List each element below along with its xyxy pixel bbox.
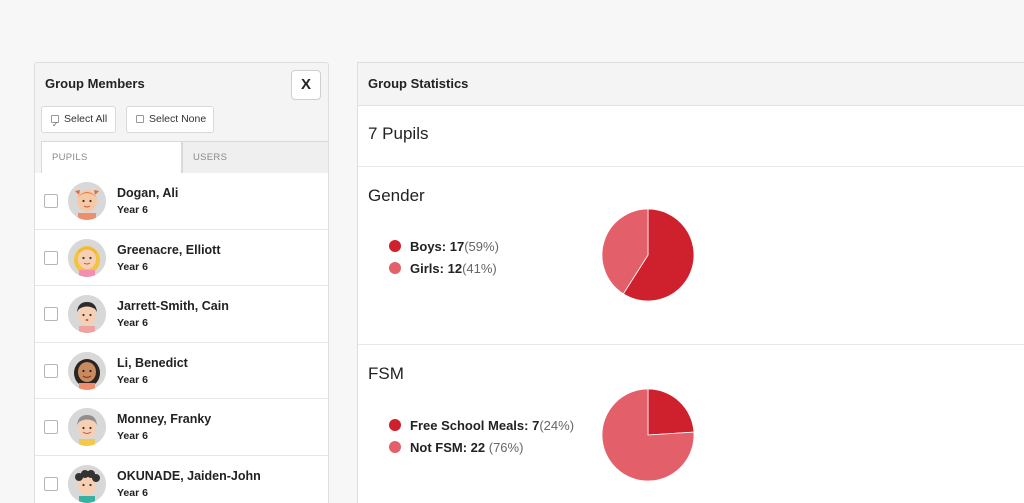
- group-statistics-panel: Group Statistics 7 Pupils Gender Boys: 1…: [357, 62, 1024, 503]
- legend-value: 22: [470, 440, 486, 455]
- legend-label: Boys:: [410, 239, 447, 254]
- member-checkbox[interactable]: [44, 307, 58, 321]
- member-year: Year 6: [117, 486, 148, 499]
- member-name: Greenacre, Elliott: [117, 242, 221, 257]
- legend-label: Not FSM:: [410, 440, 468, 455]
- group-members-header: Group Members X: [35, 63, 328, 107]
- member-year: Year 6: [117, 260, 148, 273]
- legend-dot-icon: [389, 240, 401, 252]
- member-checkbox[interactable]: [44, 363, 58, 378]
- fsm-pie-chart: [601, 388, 695, 482]
- group-statistics-header: Group Statistics: [358, 63, 1024, 106]
- member-year: Year 6: [117, 373, 148, 386]
- group-members-title: Group Members: [45, 76, 145, 91]
- tab-pupils[interactable]: PUPILS: [41, 141, 182, 174]
- select-all-button[interactable]: ✓ Select All: [41, 106, 116, 133]
- legend-dot-icon: [389, 262, 401, 274]
- legend-percent: (41%): [462, 261, 497, 276]
- boy-grey-hair-avatar: [68, 408, 106, 446]
- select-none-label: Select None: [149, 113, 207, 125]
- member-list: Dogan, Ali Year 6 Greenacre, Elliott Yea…: [35, 173, 328, 503]
- member-name: Monney, Franky: [117, 412, 212, 426]
- member-name: OKUNADE, Jaiden-John: [117, 468, 261, 483]
- gender-legend: Boys: 17(59%) Girls: 12(41%): [389, 236, 499, 280]
- legend-percent: (76%): [485, 440, 524, 455]
- list-item[interactable]: Dogan, Ali Year 6: [35, 173, 328, 230]
- member-checkbox[interactable]: [44, 476, 58, 491]
- member-checkbox[interactable]: [44, 420, 58, 434]
- fsm-legend: Free School Meals: 7(24%) Not FSM: 22 (7…: [389, 415, 574, 459]
- boy-dark-hair-avatar: [68, 295, 106, 333]
- member-name: Li, Benedict: [117, 355, 188, 370]
- legend-value: 7: [532, 418, 540, 433]
- tab-users[interactable]: USERS: [182, 141, 328, 173]
- fsm-pie-slice-1: [601, 388, 695, 482]
- legend-dot-icon: [389, 441, 401, 453]
- checkbox-checked-icon: ✓: [51, 115, 59, 129]
- legend-percent: (59%): [464, 239, 499, 254]
- fsm-title: FSM: [368, 364, 404, 383]
- member-tabs: PUPILS USERS: [41, 141, 328, 174]
- member-year: Year 6: [117, 204, 148, 216]
- legend-value: 12: [447, 261, 463, 276]
- select-none-button[interactable]: Select None: [126, 106, 214, 133]
- member-name: Dogan, Ali: [117, 186, 179, 200]
- list-item[interactable]: Monney, Franky Year 6: [35, 399, 328, 456]
- list-item[interactable]: OKUNADE, Jaiden-John Year 6: [35, 456, 328, 503]
- legend-item-not-fsm: Not FSM: 22 (76%): [389, 437, 574, 459]
- legend-label: Free School Meals:: [410, 418, 529, 433]
- pupil-count: 7 Pupils: [368, 124, 429, 143]
- legend-label: Girls:: [410, 261, 444, 276]
- boy-curly-avatar: [68, 464, 106, 503]
- legend-item-girls: Girls: 12(41%): [389, 258, 499, 280]
- list-item[interactable]: Greenacre, Elliott Year 6: [35, 230, 328, 286]
- member-year: Year 6: [117, 430, 148, 442]
- checkbox-empty-icon: [136, 115, 144, 123]
- group-statistics-title: Group Statistics: [368, 76, 469, 91]
- gender-pie-chart: [601, 208, 695, 302]
- legend-item-boys: Boys: 17(59%): [389, 236, 499, 258]
- girl-dark-curly-avatar: [68, 351, 106, 390]
- member-year: Year 6: [117, 317, 148, 329]
- gender-section: Gender Boys: 17(59%) Girls: 12(41%): [358, 167, 1024, 345]
- gender-pie-slice-1: [601, 208, 649, 295]
- fsm-pie-slice-0: [647, 388, 695, 436]
- member-checkbox[interactable]: [44, 194, 58, 208]
- legend-dot-icon: [389, 419, 401, 431]
- legend-value: 17: [449, 239, 465, 254]
- select-all-label: Select All: [64, 113, 108, 125]
- legend-percent: (24%): [539, 418, 575, 433]
- girl-ponytail-avatar: [68, 182, 106, 220]
- member-name: Jarrett-Smith, Cain: [117, 299, 229, 313]
- list-item[interactable]: Li, Benedict Year 6: [35, 343, 328, 399]
- group-members-panel: Group Members X ✓ Select All Select None …: [34, 62, 329, 503]
- girl-blonde-avatar: [68, 238, 106, 277]
- fsm-section: FSM Free School Meals: 7(24%) Not FSM: 2…: [358, 345, 1024, 503]
- legend-item-free-school-meals: Free School Meals: 7(24%): [389, 415, 574, 437]
- gender-pie-slice-0: [622, 208, 695, 302]
- pupil-count-row: 7 Pupils: [358, 106, 1024, 167]
- member-checkbox[interactable]: [44, 250, 58, 265]
- list-item[interactable]: Jarrett-Smith, Cain Year 6: [35, 286, 328, 343]
- close-button[interactable]: X: [291, 70, 321, 100]
- gender-title: Gender: [368, 186, 425, 205]
